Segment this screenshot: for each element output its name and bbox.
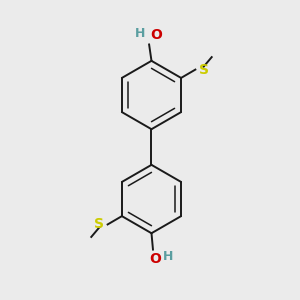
Text: H: H xyxy=(163,250,173,263)
Text: O: O xyxy=(149,252,161,266)
Text: S: S xyxy=(94,218,104,232)
Text: H: H xyxy=(135,27,146,40)
Text: O: O xyxy=(150,28,162,42)
Text: S: S xyxy=(199,63,209,76)
